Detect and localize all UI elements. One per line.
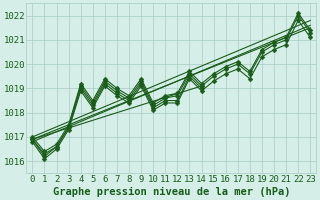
X-axis label: Graphe pression niveau de la mer (hPa): Graphe pression niveau de la mer (hPa) [52, 186, 290, 197]
